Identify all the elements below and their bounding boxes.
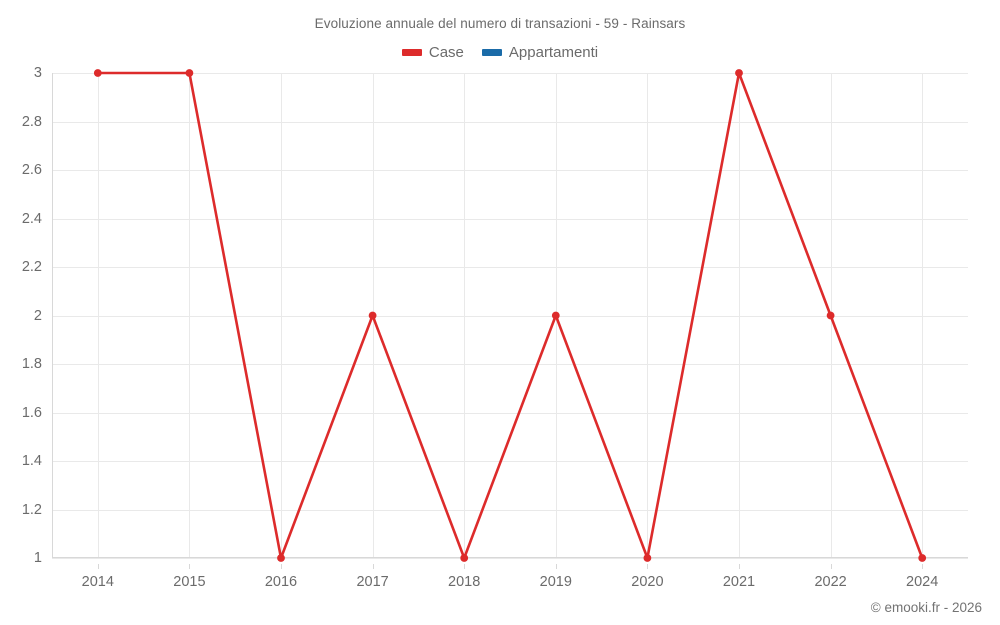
gridline-vertical <box>97 73 99 558</box>
data-point-marker[interactable] <box>735 69 743 77</box>
gridline-horizontal <box>52 121 968 123</box>
data-point-marker[interactable] <box>643 554 652 562</box>
gridline-vertical <box>922 73 924 558</box>
data-point-marker[interactable] <box>93 69 102 77</box>
y-axis-tick-label: 2.8 <box>21 113 42 130</box>
x-axis-tick <box>281 564 282 569</box>
x-axis-tick-label: 2016 <box>264 574 298 590</box>
data-point-marker[interactable] <box>826 311 835 320</box>
x-axis-line <box>52 557 968 558</box>
series-lines <box>93 69 927 562</box>
gridline-vertical <box>189 73 191 558</box>
x-axis-tick <box>647 564 649 569</box>
data-point-marker[interactable] <box>185 69 194 77</box>
series-line-case <box>96 71 924 560</box>
y-axis-tick-label: 3 <box>33 65 42 81</box>
y-axis-line <box>52 73 53 558</box>
gridline-horizontal <box>52 267 968 268</box>
x-axis-tick-label: 2018 <box>448 574 481 590</box>
x-axis-tick-label: 2024 <box>906 574 939 590</box>
data-point-marker[interactable] <box>277 554 285 562</box>
y-axis-tick-label: 1.2 <box>21 501 42 518</box>
gridline-horizontal <box>52 73 968 74</box>
x-axis-tick-label: 2015 <box>173 574 206 590</box>
legend-swatch-icon <box>481 49 502 56</box>
x-axis-tick <box>830 564 832 569</box>
chart-legend: Case Appartamenti <box>0 45 1000 60</box>
gridline-horizontal <box>52 170 968 171</box>
x-axis-tick-label: 2017 <box>356 574 389 590</box>
gridline-vertical <box>281 73 282 558</box>
gridline-vertical <box>464 73 466 558</box>
x-axis-tick <box>739 564 740 569</box>
legend-item-label: Case <box>428 44 464 61</box>
legend-item-label: Appartamenti <box>508 44 599 61</box>
plot-area <box>52 69 968 562</box>
x-axis-tick-label: 2021 <box>722 574 756 590</box>
gridline-horizontal <box>52 218 968 220</box>
y-axis-tick-label: 2.6 <box>21 162 42 178</box>
gridline-horizontal <box>52 364 968 365</box>
x-axis-tick-label: 2014 <box>81 574 114 590</box>
y-axis-tick-label: 1 <box>33 550 42 566</box>
x-axis-tick <box>97 564 99 569</box>
gridline-horizontal <box>52 315 968 317</box>
legend-item-case[interactable]: Case <box>401 44 464 61</box>
y-axis-tick-label: 1.6 <box>21 404 42 421</box>
legend-swatch-icon <box>401 49 422 56</box>
x-axis-tick-label: 2022 <box>814 574 847 590</box>
legend-item-appartamenti[interactable]: Appartamenti <box>481 44 599 61</box>
data-point-marker[interactable] <box>460 554 469 562</box>
y-axis-tick-label: 1.8 <box>21 356 42 372</box>
data-point-marker[interactable] <box>551 311 560 320</box>
gridline-horizontal <box>52 509 968 511</box>
gridline-horizontal <box>52 461 968 462</box>
footer-credit: © emooki.fr - 2026 <box>870 600 982 615</box>
y-axis-tick-label: 2 <box>33 307 42 324</box>
y-axis-tick-label: 1.4 <box>21 453 42 469</box>
x-axis-tick <box>464 564 466 569</box>
x-axis-tick <box>189 564 191 569</box>
x-axis-tick-label: 2019 <box>539 574 572 590</box>
gridline-horizontal <box>52 558 968 559</box>
x-axis-tick-label: 2020 <box>631 574 664 590</box>
x-axis-labels: 2014 2015 2016 2017 2018 2019 2020 2021 2022 2024 <box>52 564 968 590</box>
gridline-vertical <box>739 73 740 558</box>
data-point-marker[interactable] <box>368 311 377 320</box>
data-point-marker[interactable] <box>918 554 927 562</box>
y-axis-tick-label: 2.4 <box>21 210 42 227</box>
gridline-vertical <box>647 73 649 558</box>
page-title: Evoluzione annuale del numero di transaz… <box>314 16 686 31</box>
x-axis-tick <box>555 564 557 569</box>
x-axis-tick <box>372 564 374 569</box>
x-axis-tick <box>922 564 924 569</box>
gridline-horizontal <box>52 412 968 414</box>
y-axis-tick-label: 2.2 <box>21 259 42 275</box>
